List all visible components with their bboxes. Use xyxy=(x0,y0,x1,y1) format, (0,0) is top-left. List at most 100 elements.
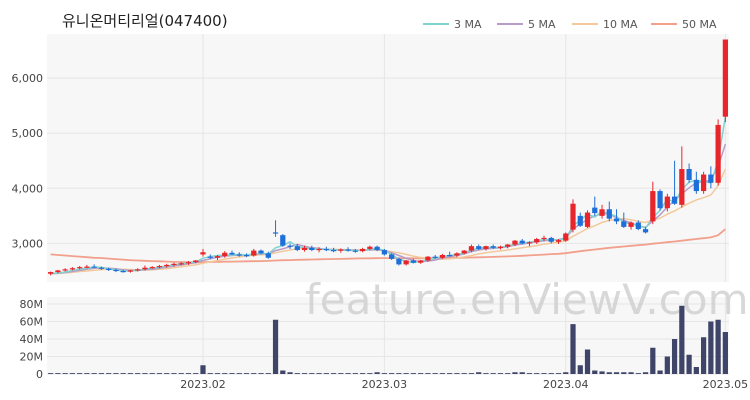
candle-body xyxy=(91,266,97,268)
volume-bar xyxy=(207,373,213,374)
candle xyxy=(272,220,279,237)
volume-bar xyxy=(671,339,678,374)
candle-body xyxy=(207,256,213,258)
candle-body xyxy=(374,246,380,251)
candle xyxy=(156,264,163,269)
volume-bar xyxy=(577,365,583,374)
volume-bar xyxy=(135,373,141,374)
candle-body xyxy=(606,209,612,219)
volume-bar xyxy=(359,373,366,374)
price-tick-label: 3,000 xyxy=(12,237,44,250)
candle-body xyxy=(577,215,583,226)
watermark-text: feature.enViewV.com xyxy=(305,275,748,324)
candle xyxy=(149,266,155,269)
candle xyxy=(505,243,511,249)
price-grid xyxy=(47,34,729,374)
candle-body xyxy=(171,263,177,266)
volume-panel xyxy=(47,297,729,374)
candle-body xyxy=(265,253,271,258)
volume-bar xyxy=(352,373,358,374)
volume-bar xyxy=(48,373,54,374)
candle-body xyxy=(178,263,184,265)
volume-bar xyxy=(243,373,250,374)
volume-bar xyxy=(258,373,264,374)
candle xyxy=(91,264,97,268)
candle xyxy=(490,244,496,249)
candle-body xyxy=(229,252,235,255)
candle-body xyxy=(222,252,228,257)
candle xyxy=(700,171,707,194)
candle-body xyxy=(700,174,707,192)
x-tick-label: 2023.02 xyxy=(180,378,226,391)
candle xyxy=(381,248,387,256)
candle-body xyxy=(541,237,547,240)
volume-bar xyxy=(178,373,184,374)
candle-body xyxy=(693,180,699,192)
candle xyxy=(98,266,105,270)
candle-body xyxy=(686,169,692,181)
candle-body xyxy=(519,240,525,244)
candle xyxy=(251,248,257,257)
volume-bar xyxy=(55,373,61,374)
candle xyxy=(338,248,344,253)
volume-bar xyxy=(316,373,322,374)
volume-bar xyxy=(62,373,68,374)
candle-body xyxy=(84,266,90,268)
candle-body xyxy=(635,222,641,230)
candle xyxy=(418,259,424,264)
candle xyxy=(519,239,525,245)
volume-bar xyxy=(447,373,453,374)
candle-body xyxy=(127,270,134,272)
volume-bar xyxy=(439,373,446,374)
volume-bar xyxy=(410,373,417,374)
volume-bar xyxy=(164,373,170,374)
candle-body xyxy=(650,191,656,222)
candle xyxy=(664,193,670,212)
candle-body xyxy=(294,246,300,251)
volume-bar xyxy=(534,373,540,374)
candle-body xyxy=(345,249,351,251)
candle xyxy=(461,250,467,255)
candle xyxy=(592,196,598,216)
candle xyxy=(280,234,286,247)
volume-bar xyxy=(127,373,134,374)
candle-body xyxy=(301,247,308,251)
volume-bar xyxy=(519,372,525,374)
candle-body xyxy=(403,260,409,265)
candle-body xyxy=(613,218,620,222)
volume-bar xyxy=(113,373,119,374)
candle-body xyxy=(98,267,105,269)
candle xyxy=(287,243,293,249)
price-tick-label: 5,000 xyxy=(12,127,44,140)
volume-bar xyxy=(432,373,438,374)
candle-body xyxy=(432,256,438,258)
volume-bar xyxy=(700,337,707,374)
candle xyxy=(359,247,366,253)
candle xyxy=(563,232,569,242)
volume-bar xyxy=(77,373,83,374)
price-tick-label: 4,000 xyxy=(12,182,44,195)
volume-tick-label: 60M xyxy=(20,316,44,329)
candle-body xyxy=(708,174,714,183)
candle-body xyxy=(439,254,446,258)
candle-body xyxy=(309,247,315,251)
volume-bar xyxy=(563,372,569,374)
candle-body xyxy=(120,270,126,273)
candle xyxy=(367,245,373,251)
candle xyxy=(265,251,271,259)
candle-body xyxy=(280,235,286,246)
candle xyxy=(352,248,358,253)
volume-bar xyxy=(229,373,235,374)
candle xyxy=(62,268,68,272)
volume-bar xyxy=(330,373,337,374)
candle xyxy=(207,254,213,259)
x-axis: 2023.02 2023.03 2023.04 2023.05 xyxy=(180,378,748,391)
volume-bar xyxy=(403,373,409,374)
candle xyxy=(403,259,409,266)
volume-bar xyxy=(171,373,177,374)
volume-bar xyxy=(476,372,482,374)
candlestick-series xyxy=(48,39,728,276)
volume-bar xyxy=(381,373,387,374)
candle-body xyxy=(142,267,148,270)
candle xyxy=(178,262,184,266)
